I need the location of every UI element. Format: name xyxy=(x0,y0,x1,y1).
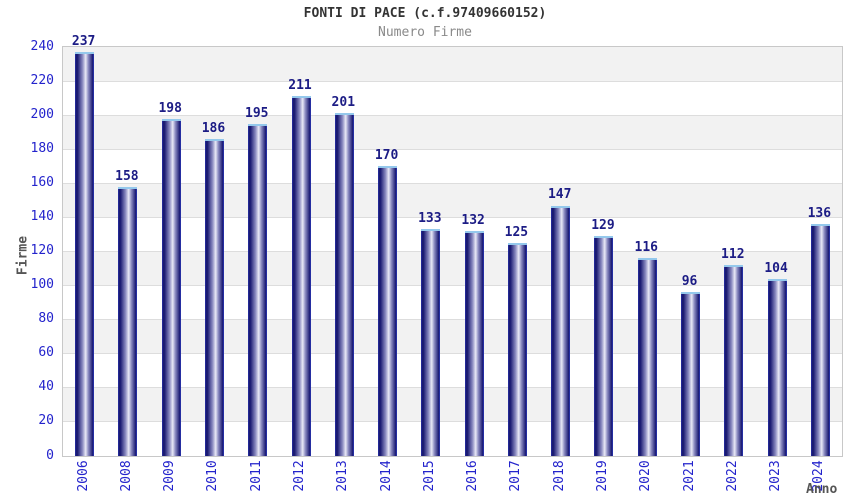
bar xyxy=(421,229,441,456)
bar-value-label: 186 xyxy=(201,121,226,137)
x-axis-title: Anno xyxy=(806,482,838,497)
gridline xyxy=(63,216,842,218)
bar xyxy=(637,258,657,456)
bar-value-label: 104 xyxy=(764,260,788,276)
gridline xyxy=(63,387,842,389)
bar xyxy=(334,113,354,456)
chart-subtitle: Numero Firme xyxy=(378,25,472,40)
bar xyxy=(551,205,571,456)
y-tick-label: 100 xyxy=(30,277,54,293)
bar-value-label: 211 xyxy=(288,78,312,94)
y-tick-label: 160 xyxy=(30,174,54,190)
x-tick-label: 2016 xyxy=(465,460,481,492)
gridline xyxy=(63,251,842,252)
bar xyxy=(594,236,614,456)
bar xyxy=(507,242,527,456)
x-tick-label: 2022 xyxy=(724,460,740,492)
bar-value-label: 125 xyxy=(504,224,529,240)
bar-value-label: 112 xyxy=(721,247,745,263)
gridline xyxy=(63,421,842,423)
gridline xyxy=(63,319,842,321)
x-tick-label: 2006 xyxy=(75,460,91,492)
plot-area xyxy=(62,46,843,457)
x-tick-label: 2023 xyxy=(768,460,784,492)
bar-value-label: 136 xyxy=(807,206,832,222)
y-tick-label: 60 xyxy=(38,345,54,361)
x-tick-label: 2011 xyxy=(248,460,264,492)
bar-value-label: 133 xyxy=(418,211,442,227)
bar-value-label: 96 xyxy=(681,274,698,290)
bar xyxy=(204,139,224,456)
y-tick-label: 220 xyxy=(30,72,54,88)
y-tick-label: 120 xyxy=(30,243,54,258)
bar-value-label: 195 xyxy=(245,105,269,121)
y-tick-label: 20 xyxy=(38,413,54,429)
bar xyxy=(767,278,787,456)
bar xyxy=(681,292,701,456)
x-tick-label: 2017 xyxy=(508,460,524,492)
x-tick-label: 2012 xyxy=(292,460,308,492)
bar xyxy=(161,118,181,456)
bar-value-label: 170 xyxy=(374,148,399,164)
gridline xyxy=(63,80,842,82)
bar-value-label: 237 xyxy=(71,34,96,50)
x-tick-label: 2013 xyxy=(335,460,351,492)
gridline xyxy=(63,114,842,116)
gridline xyxy=(63,182,842,184)
gridline xyxy=(63,353,842,355)
x-tick-label: 2015 xyxy=(421,460,437,492)
bar xyxy=(810,224,830,456)
bar-value-label: 116 xyxy=(634,240,658,256)
bar-value-label: 158 xyxy=(115,168,139,184)
x-tick-label: 2010 xyxy=(205,460,221,492)
bar xyxy=(291,96,311,456)
bar xyxy=(248,123,268,456)
x-tick-label: 2009 xyxy=(162,460,178,492)
x-tick-label: 2019 xyxy=(594,460,610,492)
x-tick-label: 2008 xyxy=(118,460,134,492)
gridline xyxy=(63,148,842,150)
x-tick-label: 2018 xyxy=(551,460,567,492)
bar-value-label: 132 xyxy=(461,213,485,229)
y-tick-label: 240 xyxy=(30,38,54,54)
chart-title: FONTI DI PACE (c.f.97409660152) xyxy=(303,6,547,21)
y-tick-label: 40 xyxy=(38,379,54,395)
bar xyxy=(378,166,398,456)
bar-value-label: 147 xyxy=(547,187,572,203)
y-tick-label: 80 xyxy=(38,311,54,327)
bar xyxy=(464,231,484,456)
x-tick-label: 2014 xyxy=(378,460,394,492)
bar-value-label: 198 xyxy=(158,100,182,116)
y-tick-label: 180 xyxy=(30,140,54,156)
bar xyxy=(724,265,744,456)
x-tick-label: 2021 xyxy=(681,460,697,492)
bar xyxy=(118,186,138,456)
bar-value-label: 129 xyxy=(591,218,615,234)
gridline xyxy=(63,285,842,287)
y-tick-label: 200 xyxy=(30,106,54,122)
x-tick-label: 2020 xyxy=(638,460,654,492)
y-tick-label: 140 xyxy=(30,208,54,224)
y-tick-label: 0 xyxy=(46,447,54,463)
bar xyxy=(75,52,95,456)
bar-value-label: 201 xyxy=(331,95,356,111)
